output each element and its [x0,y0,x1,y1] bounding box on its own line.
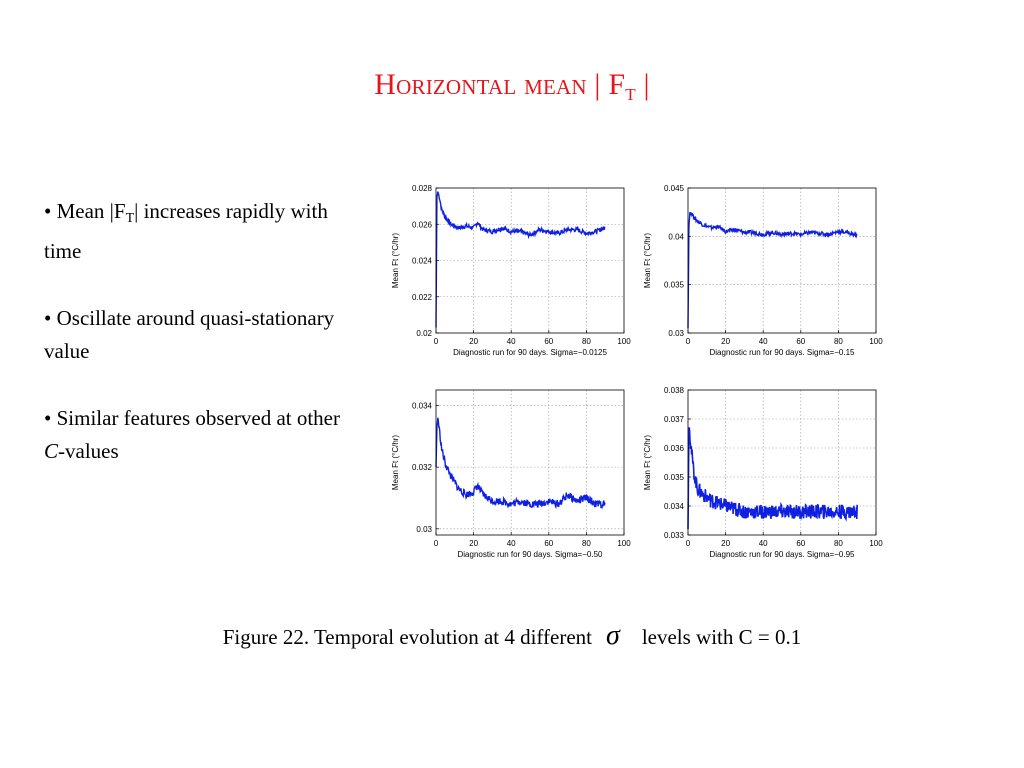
x-tick-label: 60 [544,337,553,346]
x-tick-label: 40 [507,539,516,548]
chart-svg: 0 20 40 60 80 100 0.033 0.034 0.035 0.036 0.037 0.0… [643,386,883,559]
x-tick-label: 20 [721,337,730,346]
y-tick-label: 0.036 [664,444,685,453]
x-tick-label: 40 [507,337,516,346]
y-tick-label: 0.032 [412,463,433,472]
bullet-1-suffix: | increases rapidly with time [44,199,328,263]
chart-panel-sigma-0.15: 0 20 40 60 80 100 0.03 0.035 0.04 0.045 Diagnostic… [632,178,883,368]
bullet-3-italic: C [44,439,59,463]
x-tick-label: 100 [869,337,883,346]
sigma-symbol: σ [606,620,620,651]
figure-caption: Figure 22. Temporal evolution at 4 diffe… [0,620,1024,652]
y-tick-label: 0.033 [664,531,685,540]
x-tick-label: 80 [834,337,843,346]
caption-prefix: Figure 22. Temporal evolution at 4 diffe… [222,625,593,649]
y-tick-label: 0.035 [664,281,685,290]
chart-svg: 0 20 40 60 80 100 0.02 0.022 0.024 0.026 0.028 Diag… [391,184,631,357]
title-subscript: T [625,85,636,104]
y-tick-label: 0.034 [664,502,685,511]
y-tick-label: 0.03 [668,329,684,338]
x-tick-label: 40 [759,539,768,548]
x-tick-label: 100 [617,337,631,346]
y-tick-label: 0.02 [416,329,432,338]
x-tick-label: 0 [686,539,691,548]
bullet-similar-features: • Similar features observed at other C-v… [44,402,364,468]
x-tick-label: 60 [796,337,805,346]
title-main: Horizontal mean | F [374,68,626,101]
y-tick-label: 0.028 [412,184,433,193]
x-tick-label: 0 [686,337,691,346]
caption-suffix: levels with C = 0.1 [641,625,802,649]
y-tick-label: 0.04 [668,232,684,241]
series-line [435,417,606,510]
x-tick-label: 80 [582,539,591,548]
y-tick-label: 0.034 [412,401,433,410]
x-axis-label: Diagnostic run for 90 days. Sigma=−0.012… [453,348,607,357]
x-tick-label: 0 [434,539,439,548]
x-tick-label: 60 [796,539,805,548]
x-tick-label: 20 [721,539,730,548]
axes-frame [687,389,877,536]
bullet-1-subscript: T [125,211,135,226]
bullet-1-prefix: • Mean |F [44,199,126,223]
series-line [687,212,858,329]
x-tick-label: 100 [617,539,631,548]
x-axis-label: Diagnostic run for 90 days. Sigma=−0.15 [710,348,856,357]
chart-svg: 0 20 40 60 80 100 0.03 0.032 0.034 Diagnostic run… [391,389,631,559]
x-tick-label: 60 [544,539,553,548]
y-tick-label: 0.045 [664,184,685,193]
y-axis-label: Mean Ft (°C/hr) [391,435,400,491]
axes-frame [435,389,625,536]
y-tick-label: 0.037 [664,415,685,424]
bullet-3-suffix: -values [58,439,119,463]
x-axis-label: Diagnostic run for 90 days. Sigma=−0.95 [710,550,856,559]
chart-panel-sigma-0.95: 0 20 40 60 80 100 0.033 0.034 0.035 0.036 0.037 0.0… [632,380,883,570]
y-axis-label: Mean Ft (°C/hr) [643,233,652,289]
chart-panel-sigma-0.50: 0 20 40 60 80 100 0.03 0.032 0.034 Diagnostic run… [380,380,631,570]
chart-panel-sigma-0.0125: 0 20 40 60 80 100 0.02 0.022 0.024 0.026 0.028 Diag… [380,178,631,368]
series-line [435,191,606,328]
y-axis-label: Mean Ft (°C/hr) [391,233,400,289]
slide-title: Horizontal mean | FT | [0,68,1024,105]
series-line [687,427,858,530]
x-tick-label: 0 [434,337,439,346]
bullet-oscillate: • Oscillate around quasi-stationary valu… [44,306,335,363]
bullet-3-prefix: • Similar features observed at other [44,406,340,430]
axes-frame [687,187,877,334]
title-end: | [635,68,650,101]
bullet-mean-ft: • Mean |FT| increases rapidly with time [44,195,364,268]
x-tick-label: 20 [469,337,478,346]
y-axis-label: Mean Ft (°C/hr) [643,435,652,491]
x-tick-label: 80 [582,337,591,346]
y-tick-label: 0.022 [412,293,433,302]
x-axis-label: Diagnostic run for 90 days. Sigma=−0.50 [458,550,604,559]
x-tick-label: 100 [869,539,883,548]
bullet-list: • Mean |FT| increases rapidly with time … [44,195,364,502]
y-tick-label: 0.03 [416,525,432,534]
y-tick-label: 0.024 [412,257,433,266]
y-tick-label: 0.035 [664,473,685,482]
x-tick-label: 20 [469,539,478,548]
chart-svg: 0 20 40 60 80 100 0.03 0.035 0.04 0.045 Diagnostic… [643,184,883,357]
y-tick-label: 0.038 [664,386,685,395]
y-tick-label: 0.026 [412,220,433,229]
x-tick-label: 80 [834,539,843,548]
x-tick-label: 40 [759,337,768,346]
